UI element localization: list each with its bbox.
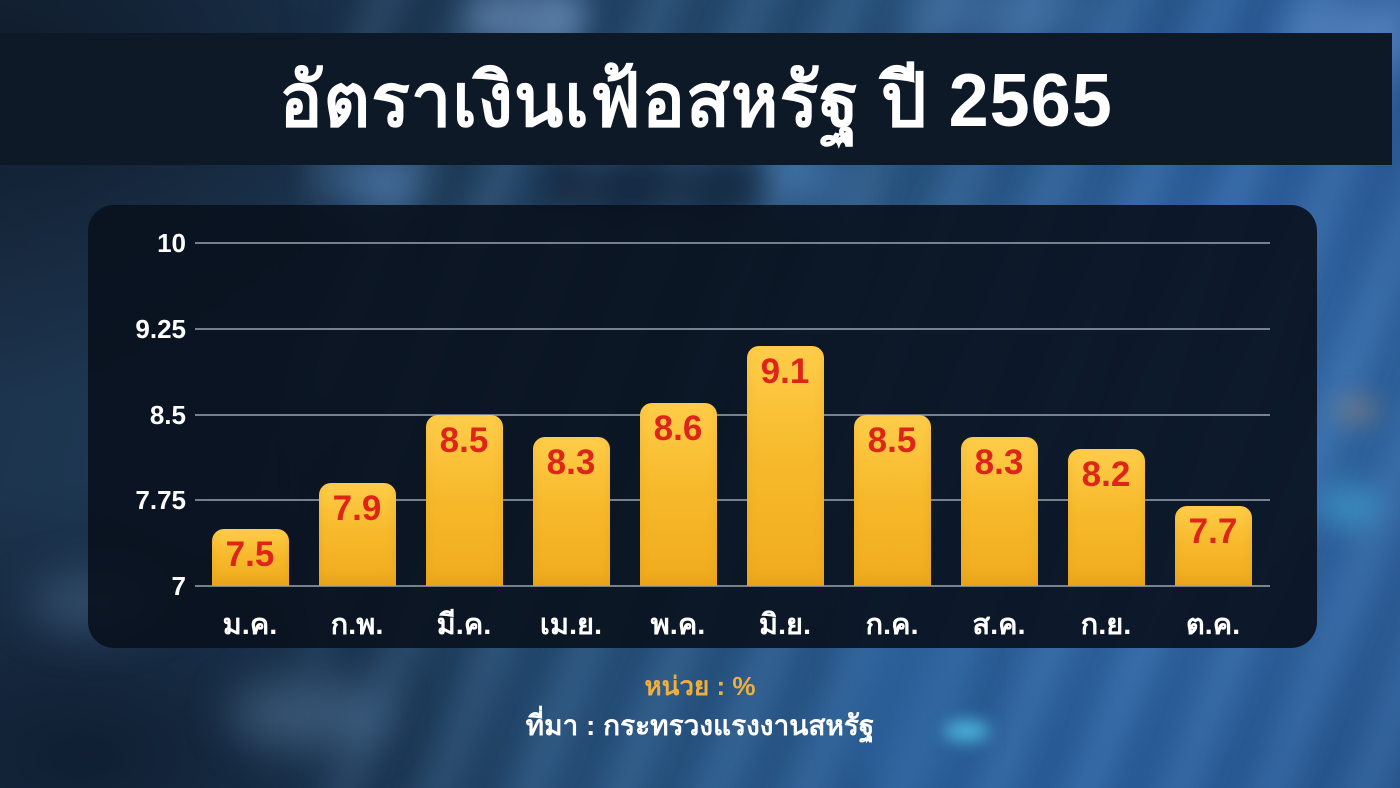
- gridline-10: [195, 242, 1270, 244]
- bar-มี.ค.: 8.5: [425, 414, 503, 586]
- x-axis-label-พ.ค.: พ.ค.: [650, 609, 706, 641]
- source-label: ที่มา : กระทรวงแรงงานสหรัฐ: [525, 710, 875, 741]
- y-axis-label-7.75: 7.75: [135, 485, 186, 516]
- bar-ส.ค.: 8.3: [960, 437, 1038, 586]
- bar-value-ก.ค.: 8.5: [867, 420, 917, 460]
- bar-value-ต.ค.: 7.7: [1188, 511, 1238, 551]
- x-axis-label-ต.ค.: ต.ค.: [1185, 609, 1241, 641]
- unit-label: หน่วย : %: [644, 671, 756, 701]
- gridline-9.25: [195, 327, 1270, 330]
- bar-มิ.ย.: 9.1: [746, 345, 824, 586]
- x-axis-label-ก.ค.: ก.ค.: [865, 609, 919, 641]
- y-axis-label-9.25: 9.25: [135, 313, 186, 344]
- bar-value-พ.ค.: 8.6: [653, 409, 703, 449]
- x-axis-label-ก.พ.: ก.พ.: [330, 609, 384, 641]
- bar-value-ส.ค.: 8.3: [974, 443, 1024, 483]
- bar-value-มิ.ย.: 9.1: [760, 351, 810, 391]
- x-axis-label-มิ.ย.: มิ.ย.: [758, 609, 812, 641]
- gridline-7: [195, 585, 1270, 587]
- bar-value-ม.ค.: 7.5: [225, 534, 275, 574]
- bar-ก.พ.: 7.9: [318, 483, 396, 586]
- x-axis-label-ม.ค.: ม.ค.: [222, 609, 278, 641]
- x-axis-label-มี.ค.: มี.ค.: [436, 609, 492, 641]
- bar-เม.ย.: 8.3: [532, 437, 610, 586]
- bar-ก.ย.: 8.2: [1067, 448, 1145, 586]
- plot-area: 7 7.75 8.5 9.25 10 7.5 ม.ค. 7.9 ก.พ. 8.5 มี.ค. 8.3 เ…: [88, 205, 1317, 648]
- gridline-7.75: [195, 499, 1270, 502]
- chart-panel: 7 7.75 8.5 9.25 10 7.5 ม.ค. 7.9 ก.พ. 8.5 มี.ค. 8.3 เ…: [88, 205, 1317, 648]
- bar-value-มี.ค.: 8.5: [439, 420, 489, 460]
- x-axis-label-ก.ย.: ก.ย.: [1080, 609, 1132, 641]
- bar-พ.ค.: 8.6: [639, 403, 717, 586]
- background-warm-glow: [1334, 394, 1380, 426]
- title-band: อัตราเงินเฟ้อสหรัฐ ปี 2565: [0, 33, 1392, 165]
- gridline-8.5: [195, 413, 1270, 416]
- x-axis-label-เม.ย.: เม.ย.: [539, 609, 603, 641]
- bar-ต.ค.: 7.7: [1174, 505, 1252, 586]
- y-axis-label-8.5: 8.5: [149, 399, 186, 430]
- x-axis-label-ส.ค.: ส.ค.: [972, 609, 1026, 641]
- background-cyan-glow: [1318, 483, 1380, 529]
- bar-value-ก.ย.: 8.2: [1081, 454, 1131, 494]
- bar-value-ก.พ.: 7.9: [332, 489, 382, 529]
- y-axis-label-10: 10: [157, 228, 186, 258]
- bar-value-เม.ย.: 8.3: [546, 443, 596, 483]
- footer: หน่วย : % ที่มา : กระทรวงแรงงานสหรัฐ: [0, 670, 1400, 744]
- y-axis-label-7: 7: [171, 571, 186, 601]
- page-title: อัตราเงินเฟ้อสหรัฐ ปี 2565: [279, 58, 1113, 143]
- bar-ม.ค.: 7.5: [211, 528, 289, 586]
- bar-ก.ค.: 8.5: [853, 414, 931, 586]
